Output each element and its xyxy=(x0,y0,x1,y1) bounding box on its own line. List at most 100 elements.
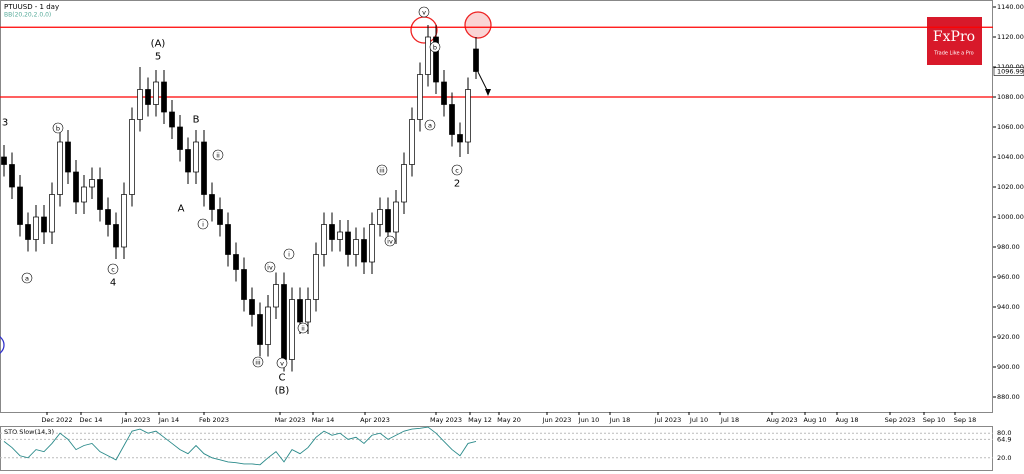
candle-body xyxy=(273,284,279,308)
candle-body xyxy=(145,89,151,105)
current-price-label: 1096.99 xyxy=(997,68,1024,76)
candle-body xyxy=(249,299,255,315)
stochastic-title: STO Slow(14,3) xyxy=(4,428,54,436)
candle-body xyxy=(121,194,127,248)
candle-body xyxy=(161,81,167,113)
candle-body xyxy=(361,239,367,263)
wave-label: iv xyxy=(267,264,273,272)
candle-body xyxy=(465,89,471,143)
wave-circle xyxy=(264,261,276,273)
candle-body xyxy=(217,209,223,225)
wave-label: i xyxy=(288,251,290,259)
logo: FxPro Trade Like a Pro xyxy=(927,17,982,65)
candle-body xyxy=(425,36,431,75)
logo-tagline: Trade Like a Pro xyxy=(933,51,973,57)
x-tick-label: Jul 2023 xyxy=(654,416,681,424)
candle-body xyxy=(385,209,391,233)
candle-body xyxy=(193,141,199,173)
wave-circle xyxy=(52,122,64,134)
y-tick-label: 1000.00 xyxy=(997,213,1024,221)
x-tick-label: May 2023 xyxy=(430,416,462,424)
stochastic-frame xyxy=(0,426,993,471)
wave-label: b xyxy=(433,44,437,52)
y-tick-label: 940.00 xyxy=(997,303,1020,311)
candle-body xyxy=(201,141,207,195)
wave-label: c xyxy=(111,266,115,274)
wave-circle xyxy=(384,235,396,247)
wave-circle xyxy=(107,263,119,275)
wave-label: (A) xyxy=(151,39,166,50)
candle-body xyxy=(449,104,455,135)
x-tick-label: Apr 2023 xyxy=(360,416,390,424)
y-tick-label: 920.00 xyxy=(997,333,1020,341)
candle-body xyxy=(369,224,375,263)
x-tick-label: Aug 10 xyxy=(803,416,826,424)
candle-body xyxy=(337,231,343,240)
candle-body xyxy=(313,254,319,300)
x-tick-label: Jul 10 xyxy=(689,416,708,424)
x-tick-label: Mar 2023 xyxy=(275,416,306,424)
wave-circle xyxy=(297,322,309,334)
indicator-label: BB(20,20,2.0,0) xyxy=(4,12,51,19)
wave-circle xyxy=(424,119,436,131)
x-tick-label: Mar 14 xyxy=(312,416,335,424)
wave-label: b xyxy=(56,125,60,133)
wave-circle xyxy=(283,248,295,260)
stochastic-line xyxy=(3,426,477,466)
x-tick-label: Jan 14 xyxy=(158,416,179,424)
wave-label: a xyxy=(25,275,29,283)
candle-body xyxy=(153,81,159,105)
logo-name: FxPro xyxy=(933,29,975,45)
wave-label: iii xyxy=(379,167,385,175)
candle-body xyxy=(185,149,191,173)
candle-body xyxy=(409,119,415,165)
wave-circle xyxy=(276,357,288,369)
stochastic-tick-label: 64.9 xyxy=(997,435,1011,443)
stochastic-tick-label: 20.0 xyxy=(997,454,1011,462)
candle-body xyxy=(329,224,335,240)
x-tick-label: Dec 14 xyxy=(80,416,103,424)
candle-body xyxy=(321,224,327,255)
candle-body xyxy=(25,224,31,240)
candle-body xyxy=(433,36,439,83)
candle-body xyxy=(209,194,215,210)
candle-body xyxy=(393,201,399,233)
wave-label: a xyxy=(428,122,432,130)
wave-label: v xyxy=(422,9,426,17)
wave-label: 2 xyxy=(454,179,460,190)
candle-body xyxy=(257,314,263,345)
wave-label: C xyxy=(279,373,286,384)
chart-title: PTUUSD - 1 day xyxy=(4,3,59,11)
wave-label: ii xyxy=(216,152,220,160)
wave-label: v xyxy=(280,360,284,368)
wave-label: c xyxy=(455,167,459,175)
candle-body xyxy=(441,81,447,105)
projection-arrow xyxy=(477,71,489,93)
wave-label: ii xyxy=(301,325,305,333)
wave-circle xyxy=(212,149,224,161)
candle-body xyxy=(233,254,239,270)
y-tick-label: 1120.00 xyxy=(997,33,1024,41)
wave-circle xyxy=(376,164,388,176)
wave-circle xyxy=(197,218,209,230)
candle-body xyxy=(457,134,463,143)
x-tick-label: Sep 10 xyxy=(923,416,946,424)
candle-body xyxy=(169,111,175,128)
candle-body xyxy=(9,164,15,188)
candle-body xyxy=(33,216,39,240)
candle-body xyxy=(57,141,63,195)
y-tick-label: 1100.00 xyxy=(997,63,1024,71)
wave-label: iv xyxy=(387,238,393,246)
wave-label: (B) xyxy=(275,386,290,397)
y-tick-label: 1080.00 xyxy=(997,93,1024,101)
wave-label: iii xyxy=(255,359,261,367)
x-tick-label: Sep 18 xyxy=(954,416,977,424)
wave-label: 4 xyxy=(110,278,116,289)
candle-body xyxy=(1,156,7,165)
x-tick-label: Jun 2023 xyxy=(542,416,572,424)
y-tick-label: 1140.00 xyxy=(997,3,1024,11)
candle-body xyxy=(137,89,143,120)
current-price-box xyxy=(993,67,1024,76)
x-tick-label: May 20 xyxy=(497,416,521,424)
